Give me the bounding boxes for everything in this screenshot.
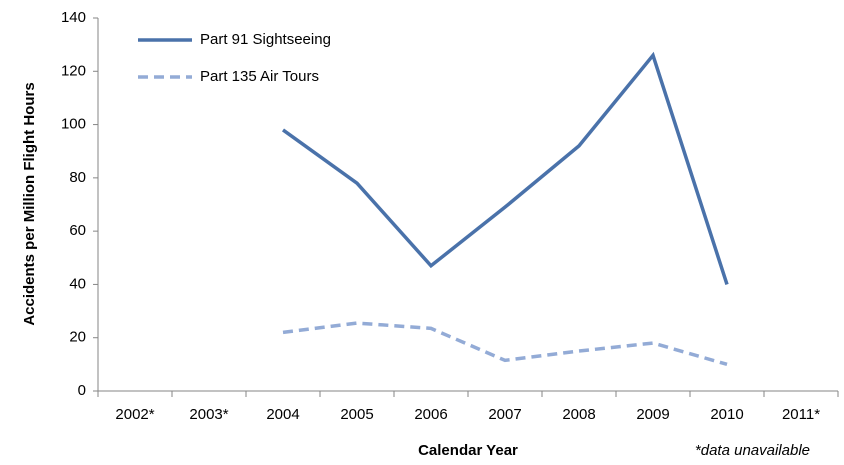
x-tick-label: 2002*	[115, 406, 154, 423]
x-tick-label: 2004	[266, 406, 299, 423]
x-tick-label: 2011*	[782, 406, 820, 423]
legend-label: Part 91 Sightseeing	[200, 31, 331, 48]
y-tick-label: 40	[69, 275, 86, 292]
y-tick-label: 0	[78, 382, 86, 399]
y-tick-label: 140	[61, 9, 86, 26]
x-tick-label: 2006	[414, 406, 447, 423]
legend-label: Part 135 Air Tours	[200, 68, 319, 85]
annotation: *data unavailable	[695, 442, 810, 459]
line-series	[282, 321, 728, 367]
line-series	[281, 51, 729, 285]
x-axis-label: Calendar Year	[418, 442, 518, 459]
x-tick-label: 2003*	[189, 406, 228, 423]
y-tick-label: 80	[69, 169, 86, 186]
y-axis-label: Accidents per Million Flight Hours	[21, 82, 38, 325]
y-tick-label: 120	[61, 62, 86, 79]
y-tick-label: 20	[69, 329, 86, 346]
x-tick-label: 2010	[710, 406, 743, 423]
y-tick-label: 100	[61, 116, 86, 133]
x-tick-label: 2008	[562, 406, 595, 423]
x-tick-label: 2005	[340, 406, 373, 423]
x-tick-label: 2007	[488, 406, 521, 423]
y-tick-label: 60	[69, 222, 86, 239]
x-tick-label: 2009	[636, 406, 669, 423]
